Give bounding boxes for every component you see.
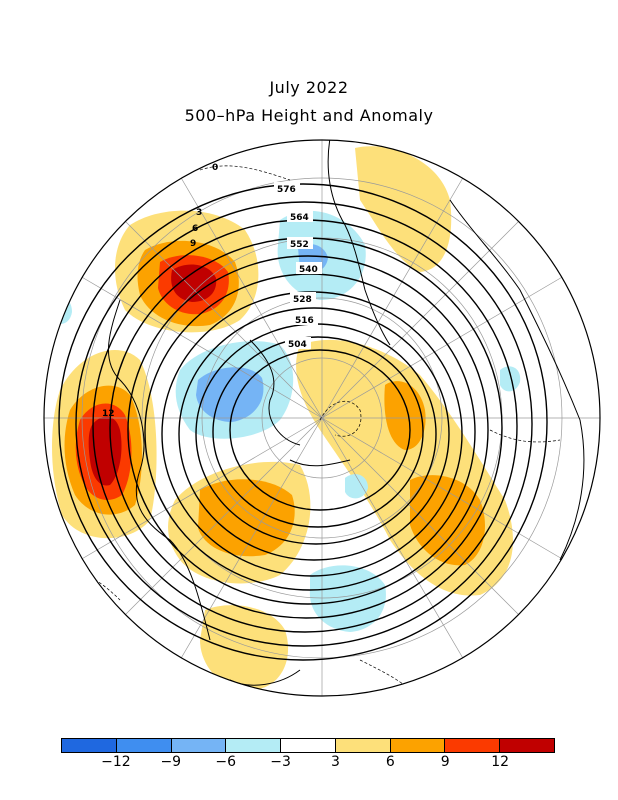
height-label: 528 (293, 295, 312, 305)
colorbar-swatch (390, 739, 446, 752)
height-label: 576 (277, 185, 296, 195)
colorbar-tick-label: 6 (385, 754, 395, 770)
colorbar-tick-label: −3 (270, 754, 291, 770)
anomaly-pos3-zone (200, 605, 289, 690)
colorbar-swatch (335, 739, 391, 752)
anomaly-label: 12 (102, 409, 115, 419)
map-title: July 2022 (269, 78, 349, 97)
anomaly-shading (50, 146, 521, 690)
colorbar-swatch (171, 739, 227, 752)
anomaly-neg3-zone (50, 296, 72, 324)
anomaly-neg3-zone (345, 474, 368, 499)
colorbar-tick-label: 12 (491, 754, 510, 770)
colorbar-tick-label: 3 (330, 754, 340, 770)
anomaly-label: 0 (212, 163, 218, 173)
anomaly-neg3-zone (309, 565, 386, 632)
map-subtitle: 500–hPa Height and Anomaly (184, 106, 434, 125)
colorbar-tick-label: −6 (215, 754, 236, 770)
anomaly-pos6-zone (198, 479, 295, 557)
anomaly-label: 3 (196, 208, 202, 218)
colorbar-swatch (445, 739, 501, 752)
height-label: 516 (295, 316, 314, 326)
colorbar-swatch (62, 739, 117, 752)
colorbar-ticks: −12 −9 −6 −3 3 6 9 12 (61, 754, 555, 776)
anomaly-pos6-zone (384, 381, 426, 450)
colorbar-swatch (281, 739, 336, 752)
colorbar-swatch (116, 739, 172, 752)
map-boundary (43, 139, 601, 697)
coastlines (107, 140, 585, 686)
anomaly-pos12-zone (171, 264, 217, 302)
colorbar-tick-label: 9 (440, 754, 450, 770)
anomaly-contour-labels: 3 6 9 12 0 (102, 163, 218, 419)
height-label: 564 (290, 213, 309, 223)
anomaly-label: 9 (190, 239, 196, 249)
colorbar-swatch (500, 739, 555, 752)
height-label: 504 (288, 340, 307, 350)
colorbar-tick-label: −12 (101, 754, 131, 770)
graticule (44, 140, 600, 696)
anomaly-neg6-zone (196, 367, 264, 422)
height-contour-labels: 576 564 552 540 528 516 504 (274, 182, 322, 350)
anomaly-pos3-zone (355, 146, 452, 272)
anomaly-label: 6 (192, 224, 198, 234)
anomaly-neg3-zone (500, 366, 521, 392)
colorbar (61, 738, 555, 753)
colorbar-tick-label: −9 (160, 754, 182, 770)
height-label: 540 (299, 265, 318, 275)
colorbar-swatch (226, 739, 282, 752)
height-label: 552 (290, 240, 309, 250)
